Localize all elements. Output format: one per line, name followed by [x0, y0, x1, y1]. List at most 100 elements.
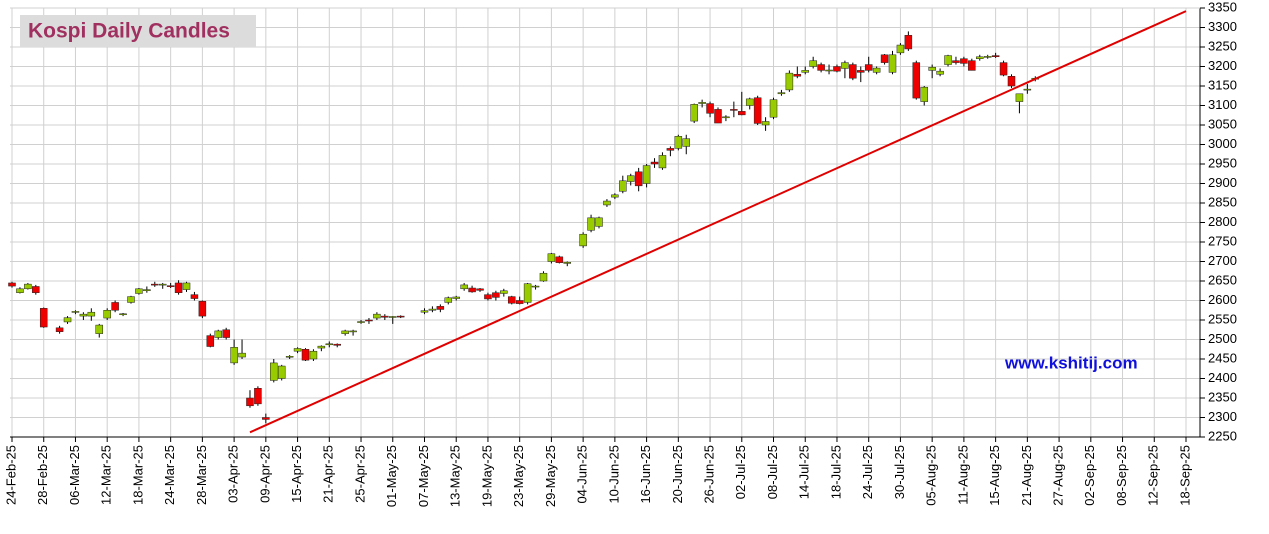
- x-tick-label: 24-Mar-25: [162, 445, 177, 505]
- candle-body: [968, 60, 976, 71]
- x-tick-label: 28-Mar-25: [194, 445, 209, 505]
- candle-body: [270, 362, 278, 381]
- title-box: [20, 15, 256, 47]
- x-tick-label: 07-May-25: [416, 445, 431, 507]
- candle-body: [983, 56, 992, 58]
- candle-body: [32, 286, 40, 293]
- candle-body: [722, 116, 730, 119]
- x-tick-label: 27-Aug-25: [1051, 445, 1066, 506]
- candle-body: [317, 345, 326, 349]
- candle-body: [174, 282, 183, 293]
- candle-body: [1015, 93, 1024, 102]
- candle-body: [500, 290, 508, 294]
- candles: [8, 10, 1187, 434]
- candle-body: [531, 285, 540, 288]
- x-tick-label: 05-Aug-25: [924, 445, 939, 506]
- x-tick-label: 13-May-25: [448, 445, 463, 507]
- candle-body: [936, 70, 944, 75]
- candle-body: [801, 70, 809, 73]
- candle-body: [825, 69, 833, 72]
- candle-body: [246, 397, 254, 407]
- y-tick-label: 2700: [1208, 253, 1237, 268]
- candle-body: [341, 330, 349, 334]
- candle-body: [293, 348, 302, 352]
- x-tick-label: 14-Jul-25: [797, 445, 812, 499]
- candle-body: [8, 282, 16, 287]
- candle-body: [547, 253, 556, 262]
- y-tick-label: 3200: [1208, 58, 1237, 73]
- candle-body: [563, 262, 572, 264]
- candle-body: [595, 217, 603, 227]
- candle-body: [63, 317, 72, 323]
- candle-body: [872, 67, 881, 73]
- candle-body: [634, 171, 643, 187]
- candle-body: [674, 136, 683, 149]
- candle-body: [714, 109, 722, 124]
- candle-body: [119, 313, 127, 316]
- candle-body: [745, 98, 754, 106]
- x-tick-label: 18-Mar-25: [130, 445, 145, 505]
- candle-body: [698, 102, 706, 104]
- candle-body: [452, 296, 460, 299]
- candle-body: [182, 282, 191, 290]
- candle-body: [238, 352, 246, 358]
- y-tick-label: 3150: [1208, 77, 1237, 92]
- candle-body: [857, 70, 865, 73]
- candle-body: [460, 284, 468, 290]
- candle-body: [904, 35, 913, 50]
- x-tick-label: 19-May-25: [479, 445, 494, 507]
- candle-body: [785, 72, 794, 91]
- candle-body: [349, 330, 357, 333]
- candle-body: [436, 306, 445, 310]
- y-tick-label: 2550: [1208, 311, 1237, 326]
- candle-body: [95, 324, 104, 334]
- x-tick-label: 11-Aug-25: [955, 445, 970, 505]
- candle-body: [103, 310, 111, 319]
- x-tick-label: 25-Apr-25: [352, 445, 367, 503]
- candle-body: [1023, 88, 1032, 91]
- y-tick-label: 3000: [1208, 136, 1237, 151]
- x-tick-label: 09-Apr-25: [257, 445, 272, 503]
- candle-body: [285, 356, 294, 358]
- candle-body: [420, 310, 429, 313]
- y-tick-label: 2450: [1208, 350, 1237, 365]
- candle-body: [309, 350, 318, 360]
- candle-body: [579, 233, 587, 247]
- candle-body: [444, 297, 453, 303]
- x-tick-label: 24-Jul-25: [860, 445, 875, 499]
- candle-body: [896, 44, 905, 54]
- candle-body: [1007, 76, 1016, 87]
- x-tick-label: 04-Jun-25: [575, 445, 590, 504]
- candle-body: [991, 55, 1000, 58]
- candle-body: [833, 66, 841, 72]
- y-tick-label: 2350: [1208, 389, 1237, 404]
- candle-body: [761, 121, 770, 126]
- candle-body: [912, 62, 921, 99]
- candle-body: [373, 313, 381, 319]
- watermark: www.kshitij.com: [1004, 353, 1138, 372]
- y-tick-label: 2900: [1208, 175, 1237, 190]
- candle-body: [523, 283, 532, 303]
- x-tick-label: 29-May-25: [543, 445, 558, 507]
- candle-body: [976, 56, 984, 59]
- candle-body: [262, 417, 270, 420]
- candle-body: [952, 60, 960, 63]
- x-tick-label: 21-Aug-25: [1019, 445, 1034, 506]
- x-tick-label: 06-Mar-25: [67, 445, 82, 505]
- y-tick-label: 3350: [1208, 0, 1237, 14]
- x-tick-label: 23-May-25: [511, 445, 526, 507]
- candle-body: [39, 308, 48, 328]
- candle-body: [880, 54, 889, 63]
- candle-body: [389, 316, 397, 318]
- y-tick-label: 3300: [1208, 19, 1237, 34]
- x-tick-label: 26-Jun-25: [701, 445, 716, 504]
- x-tick-label: 30-Jul-25: [892, 445, 907, 499]
- candle-body: [79, 313, 88, 317]
- candle-body: [769, 99, 778, 118]
- candle-body: [190, 294, 199, 299]
- y-tick-label: 2750: [1208, 233, 1237, 248]
- candle-body: [277, 365, 286, 379]
- candle-body: [507, 296, 516, 304]
- candle-body: [619, 180, 627, 192]
